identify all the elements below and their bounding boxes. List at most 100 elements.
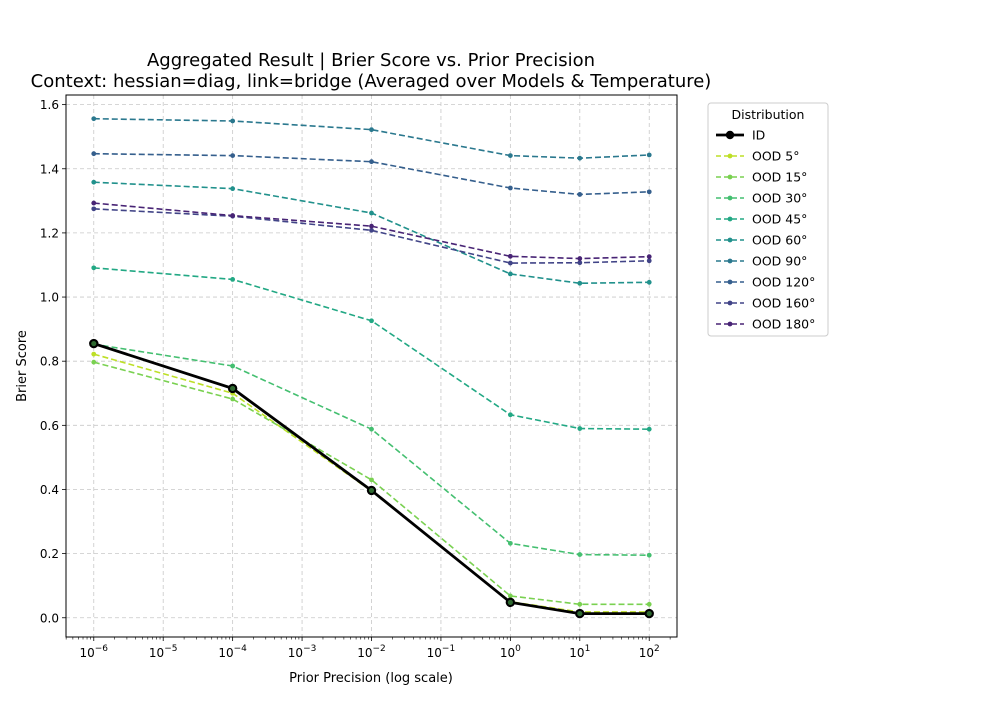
legend-marker — [727, 216, 733, 222]
legend-marker — [727, 237, 733, 243]
chart-subtitle: Context: hessian=diag, link=bridge (Aver… — [31, 71, 712, 92]
legend-label: OOD 45° — [752, 212, 807, 227]
data-point — [507, 540, 513, 546]
data-point — [91, 200, 97, 206]
legend-label: OOD 30° — [752, 191, 807, 206]
legend-marker — [727, 279, 733, 285]
legend-item: OOD 5° — [716, 149, 799, 164]
data-point-highlight — [91, 340, 97, 347]
legend-marker — [727, 300, 733, 306]
y-tick-label: 0.0 — [40, 611, 59, 625]
legend-item: OOD 180° — [716, 317, 815, 332]
legend-item: OOD 160° — [716, 296, 815, 311]
data-point-highlight — [368, 487, 375, 494]
legend-item: OOD 15° — [716, 170, 807, 185]
data-point — [230, 213, 236, 218]
data-point — [507, 593, 513, 599]
series-line — [93, 361, 650, 606]
data-point — [230, 363, 236, 369]
legend-item: OOD 45° — [716, 212, 807, 227]
data-point — [577, 601, 583, 607]
legend-item: OOD 120° — [716, 275, 815, 290]
series-ood-120- — [91, 151, 652, 197]
y-tick-label: 0.6 — [40, 419, 59, 433]
x-tick-label: 10−6 — [79, 644, 108, 660]
data-point — [369, 426, 374, 432]
data-point — [230, 118, 236, 124]
data-point — [507, 185, 513, 191]
y-axis: 0.0 0.2 0.4 0.6 0.8 1.0 1.2 1.4 1.6 — [40, 98, 66, 625]
legend-items: ID OOD 5° OOD 15° OOD 30° OOD 45° OOD 60° OOD … — [716, 128, 815, 332]
data-point — [369, 318, 374, 324]
grid — [66, 95, 677, 637]
legend-marker — [727, 195, 733, 201]
legend: Distribution ID OOD 5° OOD 15° OOD 30° OOD 4… — [707, 102, 829, 337]
legend-item: OOD 90° — [716, 254, 807, 269]
legend-box — [707, 102, 829, 337]
legend-marker — [727, 321, 733, 327]
data-point — [230, 153, 236, 159]
series-ood-45- — [91, 265, 652, 432]
series-line — [93, 181, 650, 285]
data-point — [577, 155, 583, 161]
data-point — [646, 258, 652, 264]
x-tick-label: 100 — [500, 644, 521, 660]
data-point-highlight — [577, 610, 583, 617]
x-tick-label: 10−5 — [149, 644, 178, 660]
y-tick-label: 1.0 — [40, 291, 59, 305]
legend-item: OOD 60° — [716, 233, 807, 248]
data-point — [91, 151, 97, 157]
y-tick-label: 0.4 — [40, 483, 59, 497]
series-line — [93, 152, 650, 196]
series-ood-180- — [91, 200, 652, 261]
data-point — [230, 277, 236, 282]
data-point — [91, 179, 97, 185]
legend-label: OOD 180° — [752, 317, 815, 332]
legend-marker — [727, 174, 733, 180]
plot-area — [66, 95, 677, 637]
legend-label: OOD 15° — [752, 170, 807, 185]
data-point — [507, 260, 513, 266]
data-point — [577, 192, 583, 197]
data-point — [646, 279, 652, 285]
data-point — [646, 552, 652, 558]
x-tick-label: 10−1 — [427, 644, 456, 660]
series-id — [89, 338, 654, 619]
legend-marker — [725, 130, 735, 140]
x-tick-label: 10−4 — [218, 644, 247, 660]
data-point — [577, 426, 583, 431]
data-point — [507, 271, 513, 277]
data-point — [577, 280, 583, 286]
data-point — [369, 159, 374, 165]
data-point-highlight — [507, 599, 513, 605]
data-point — [91, 351, 97, 357]
data-point — [646, 426, 652, 432]
x-axis-label: Prior Precision (log scale) — [289, 671, 453, 686]
legend-marker — [727, 258, 733, 264]
x-tick-label: 10−2 — [357, 644, 386, 660]
legend-label: OOD 120° — [752, 275, 815, 290]
data-point — [507, 153, 513, 159]
data-point — [507, 253, 513, 259]
legend-label: OOD 160° — [752, 296, 815, 311]
y-tick-label: 0.8 — [40, 355, 59, 369]
y-tick-label: 1.2 — [40, 226, 59, 240]
data-point — [646, 152, 652, 158]
data-point-highlight — [230, 385, 236, 392]
series-line — [93, 117, 650, 159]
data-point — [646, 189, 652, 195]
legend-label: OOD 60° — [752, 233, 807, 248]
series-line — [93, 343, 650, 557]
chart-title: Aggregated Result | Brier Score vs. Prio… — [147, 50, 595, 71]
data-point — [91, 206, 97, 212]
legend-label: OOD 5° — [752, 149, 799, 164]
data-point — [646, 254, 652, 260]
data-point — [91, 359, 97, 365]
legend-title: Distribution — [732, 107, 805, 122]
data-point — [91, 116, 97, 122]
data-point — [646, 601, 652, 607]
series-ood-90- — [91, 116, 652, 161]
data-point — [577, 256, 583, 261]
